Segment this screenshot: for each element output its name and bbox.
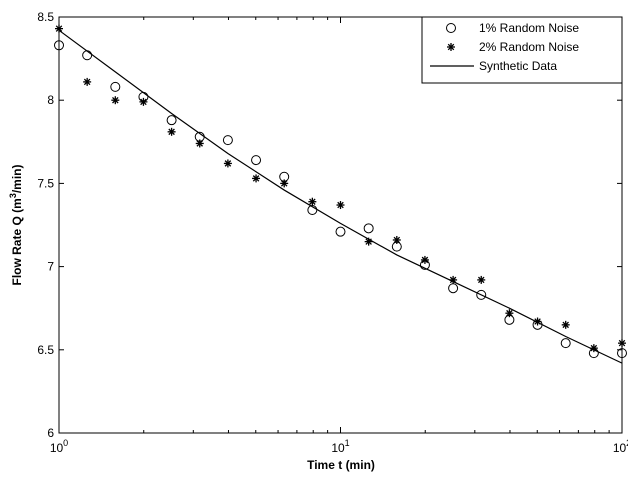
x-tick-label: 100 — [50, 438, 68, 455]
data-point-asterisk — [420, 255, 429, 264]
data-point-circle — [560, 338, 571, 349]
data-point-circle — [617, 348, 627, 359]
data-point-asterisk — [83, 77, 92, 86]
data-point-circle — [363, 223, 374, 234]
y-tick-label: 7 — [47, 260, 54, 274]
y-tick-label: 6 — [47, 426, 54, 440]
y-tick-label: 6.5 — [37, 343, 54, 357]
legend: 1% Random Noise 2% Random Noise Synthetic … — [421, 16, 623, 84]
x-tick-label: 102 — [613, 438, 628, 455]
data-point-asterisk — [280, 179, 289, 188]
data-marks — [54, 24, 627, 364]
data-point-asterisk — [195, 139, 204, 148]
series-line-synthetic — [58, 29, 623, 364]
data-point-circle — [54, 40, 64, 51]
data-point-circle — [110, 81, 121, 92]
data-point-asterisk — [561, 320, 570, 329]
data-point-asterisk — [167, 127, 176, 136]
legend-label: 1% Random Noise — [479, 21, 579, 35]
data-point-circle — [476, 289, 487, 300]
ticks: 6 6.5 7 7.5 8 8.5 100 101 102 — [37, 10, 628, 455]
data-point-asterisk — [111, 96, 120, 105]
legend-label: 2% Random Noise — [479, 40, 579, 54]
data-point-asterisk — [477, 275, 486, 284]
data-point-asterisk — [336, 201, 345, 210]
data-point-asterisk — [505, 309, 514, 318]
data-point-circle — [335, 226, 346, 237]
data-point-asterisk — [618, 339, 626, 348]
data-point-asterisk — [308, 197, 317, 206]
plot-area — [58, 16, 623, 434]
y-tick-label: 7.5 — [37, 176, 54, 190]
y-tick-label: 8 — [47, 93, 54, 107]
legend-marker-circle — [446, 23, 456, 33]
data-point-asterisk — [223, 159, 232, 168]
data-point-circle — [222, 135, 233, 146]
y-tick-label: 8.5 — [37, 10, 54, 24]
data-point-asterisk — [55, 24, 63, 33]
x-tick-label: 101 — [331, 438, 349, 455]
legend-marker-asterisk — [447, 43, 455, 51]
x-axis-title: Time t (min) — [307, 458, 375, 472]
data-point-asterisk — [252, 174, 261, 183]
data-point-asterisk — [139, 97, 148, 106]
data-point-circle — [251, 155, 262, 166]
data-point-circle — [166, 115, 177, 126]
data-point-asterisk — [392, 235, 401, 244]
y-axis-title: Flow Rate Q (m3/min) — [8, 164, 24, 285]
legend-label: Synthetic Data — [479, 59, 557, 73]
